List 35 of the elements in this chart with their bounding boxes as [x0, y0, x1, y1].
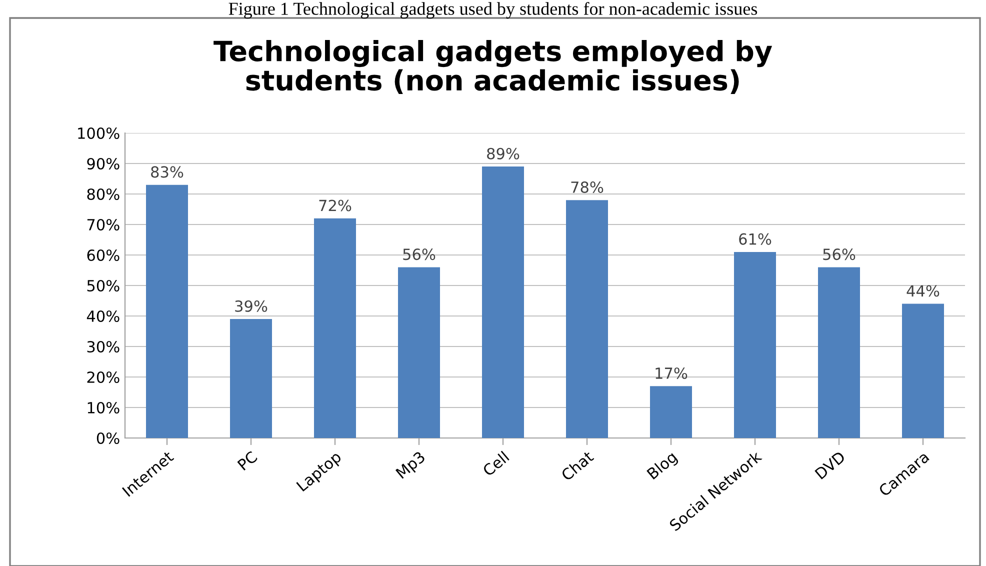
bar [566, 200, 608, 438]
y-tick-label: 70% [87, 218, 120, 231]
data-label: 89% [487, 148, 520, 160]
y-tick-label: 50% [87, 280, 120, 292]
y-tick-label: 90% [87, 158, 120, 170]
bar [734, 252, 776, 438]
x-tick-label: PC [237, 450, 258, 471]
bar [146, 184, 188, 438]
y-tick-label: 20% [87, 371, 120, 384]
bar [314, 218, 356, 438]
x-tick-label: Cell [482, 450, 510, 477]
bar [818, 267, 860, 438]
bar [398, 267, 440, 438]
y-tick-label: 80% [87, 188, 120, 200]
data-label: 17% [656, 367, 688, 380]
y-tick-label: 0% [96, 432, 120, 444]
caption: Figure 1 Technological gadgets used by students for non-academic issues [228, 2, 758, 19]
bar [902, 304, 944, 438]
y-tick-label: 60% [87, 249, 120, 262]
chart-title: Technological gadgets employed by students (non academic issues) [214, 40, 772, 94]
y-tick-label: 10% [88, 402, 120, 414]
y-tick-label: 100% [78, 127, 120, 140]
data-label: 44% [906, 285, 940, 297]
y-tick-label: 40% [86, 310, 120, 322]
data-label: 56% [823, 248, 856, 260]
data-label: 83% [151, 166, 184, 178]
bar [230, 319, 272, 438]
data-label: 72% [319, 200, 352, 212]
y-tick-label: 30% [87, 340, 120, 353]
data-label: 61% [739, 233, 772, 245]
bar [650, 386, 692, 438]
data-label: 56% [403, 248, 436, 260]
data-label: 39% [235, 300, 268, 312]
data-label: 78% [571, 181, 604, 193]
bar [482, 166, 524, 438]
